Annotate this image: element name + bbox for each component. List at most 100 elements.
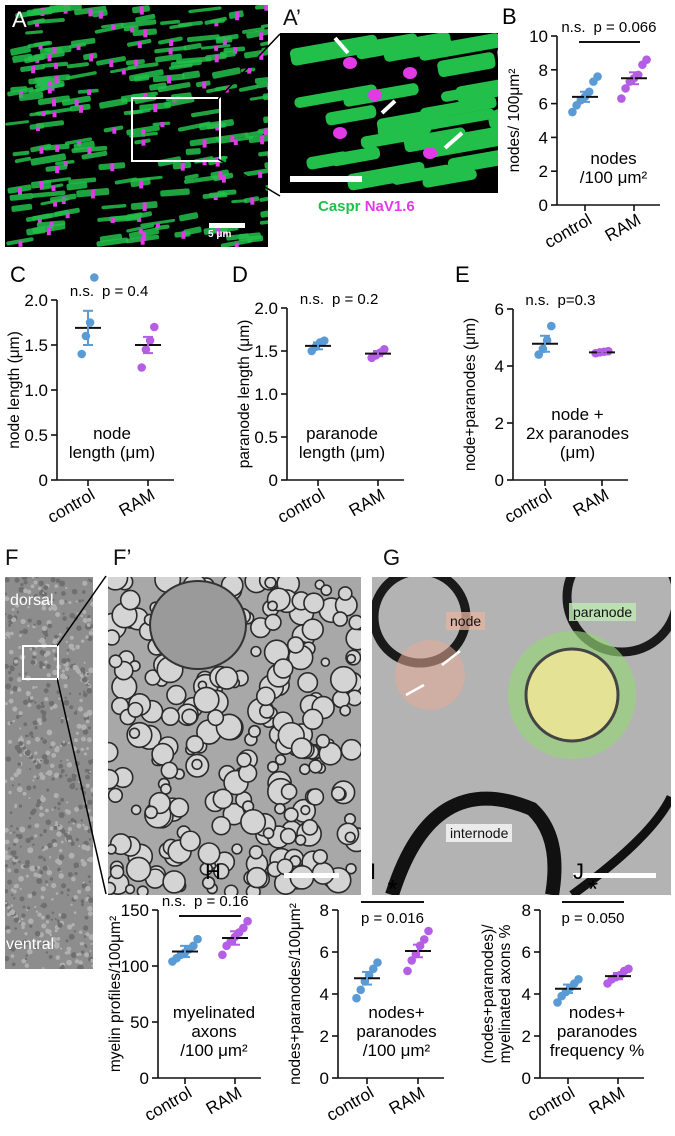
y-tick-label: 1.0 [24,381,48,400]
data-point [380,344,389,354]
annotation-text: (μm) [560,443,595,462]
panel-letter-e: E [455,262,470,287]
annotation-text: /100 μm² [180,1041,248,1060]
annotation-text: nodes+ [368,1003,424,1022]
annotation-text: nodes+ [569,1003,625,1022]
y-tick-label: 150 [121,901,149,920]
p-value: p = 0.16 [194,893,249,910]
data-point [193,934,202,944]
legend-nav: NaV1.6 [364,198,415,215]
y-tick-label: 10 [529,27,548,46]
annotation-text: node + [551,405,604,424]
arrow-icon [443,131,464,150]
x-tick-label: control [524,1083,578,1125]
data-point [369,964,378,974]
data-point [189,941,198,951]
label-dorsal: dorsal [10,592,54,609]
scale-bar-g [573,873,656,878]
arrow-icon [405,683,425,697]
y-tick-label: 4 [320,985,329,1004]
data-point [420,935,429,944]
y-tick-label: 6 [495,300,504,319]
data-point [403,966,412,976]
data-point [624,964,633,974]
label-internode: internode [446,824,513,842]
data-point [352,993,361,1003]
panel-letter-c: C [10,262,26,287]
panel-g-micrograph [372,577,671,895]
annotation-text: myelinated [173,1003,255,1022]
p-value: p = 0.050 [562,910,625,927]
significance-star: * [588,874,598,904]
chart-i: I 0 2 4 6 8 nodes+paranodes/100μm² control RAM * p… [287,859,444,1125]
annotation-text: axons [191,1022,236,1041]
chart-e: E 0 2 4 6 node+paranodes (μm) control RAM n.s. p=… [455,262,629,527]
annotation-text: 2x paranodes [526,424,629,443]
y-tick-label: 2 [320,1027,329,1046]
legend-a-prime: Caspr NaV1.6 [318,198,415,215]
data-point [150,322,159,332]
panel-letter-g: G [383,545,401,570]
y-tick-label: 0 [495,471,504,490]
data-point [568,107,577,117]
y-axis-label: myelinated axons % [497,924,514,1063]
y-tick-label: 0 [39,471,48,490]
y-tick-label: 4 [495,357,504,376]
annotation-text: length (μm) [69,443,155,462]
x-tick-label: control [501,485,555,527]
p-value: p=0.3 [558,292,596,309]
data-point [547,321,556,331]
arrow-icon [441,650,461,666]
data-point [356,985,365,995]
x-tick-label: RAM [586,1083,628,1118]
ns-label: n.s. [525,292,549,309]
arrow-icon [380,99,397,115]
data-point [218,950,227,960]
panel-letter-a: A [12,7,27,32]
x-tick-label: control [323,1083,377,1125]
y-tick-label: 0 [539,196,548,215]
x-tick-label: control [274,485,328,527]
data-point [621,84,630,93]
y-tick-label: 6 [320,943,329,962]
internode-myelin [385,791,562,895]
data-point [239,923,248,933]
data-point [320,336,329,345]
x-tick-label: RAM [386,1083,428,1118]
panel-letter-d: D [232,262,248,287]
panel-f-prime-micrograph [108,577,361,895]
data-point [90,273,99,282]
y-axis-label: (nodes+paranodes)/ [480,924,497,1064]
y-tick-label: 2.0 [24,291,48,310]
y-tick-label: 1.5 [254,342,278,361]
y-tick-label: 2 [539,162,548,181]
x-tick-label: RAM [203,1083,245,1118]
data-point [424,926,433,936]
y-tick-label: 8 [539,61,548,80]
panel-a-micrograph [5,5,268,247]
panel-letter-h: H [205,859,221,884]
y-axis-label: nodes+paranodes/100μm² [287,903,304,1085]
chart-j: J 0 2 4 6 8 (nodes+paranodes)/myelinated axons… [480,859,644,1125]
ns-label: n.s. [300,291,324,308]
data-point [642,55,651,64]
ns-label: n.s. [162,893,186,910]
label-node: node [446,612,486,630]
annotation-text: /100 μm² [363,1041,431,1060]
y-axis-label: paranode length (μm) [236,320,253,469]
y-tick-label: 0 [522,1069,531,1088]
y-tick-label: 1.0 [254,385,278,404]
p-value: p = 0.016 [361,910,424,927]
y-tick-label: 4 [522,985,531,1004]
y-tick-label: 2.0 [254,299,278,318]
ns-label: n.s. [561,19,585,36]
data-point [77,349,86,359]
data-point [617,94,626,103]
y-tick-label: 6 [539,95,548,114]
y-tick-label: 4 [539,128,548,147]
y-tick-label: 0.5 [24,426,48,445]
legend-caspr: Caspr [318,198,361,215]
x-tick-label: RAM [116,485,158,520]
